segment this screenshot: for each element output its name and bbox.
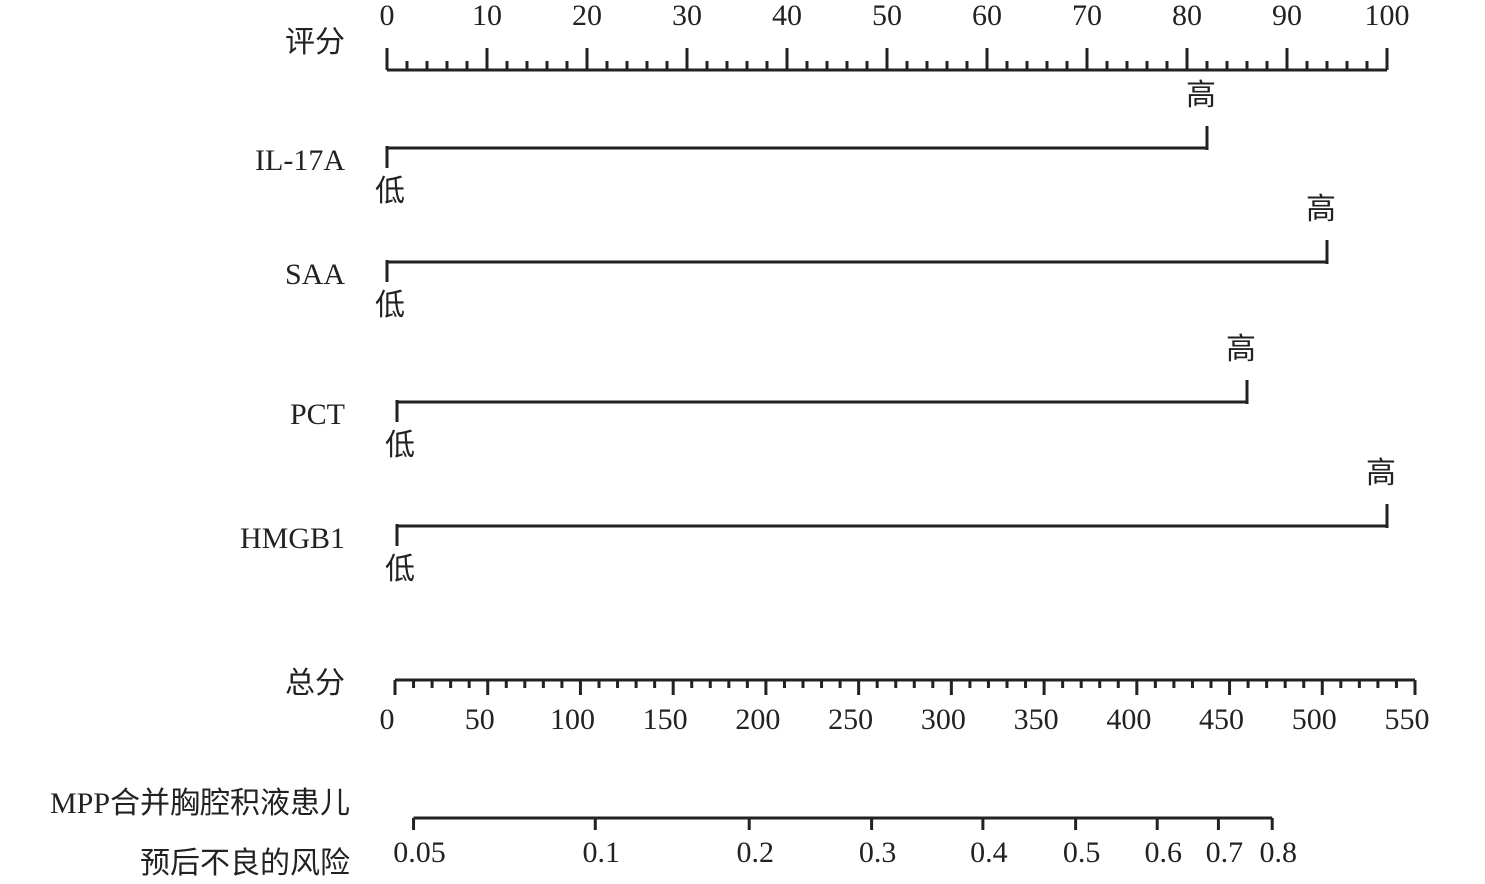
- tick-label: 0.7: [1206, 836, 1244, 869]
- tick-label: 0: [380, 703, 395, 736]
- tick-label: 450: [1199, 703, 1244, 736]
- tick-label: 0.3: [859, 836, 897, 869]
- low-label: 低: [385, 553, 415, 586]
- high-label: 高: [1226, 333, 1256, 366]
- tick-label: 70: [1072, 0, 1102, 32]
- total-label: 总分: [285, 667, 345, 700]
- tick-label: 100: [1365, 0, 1410, 32]
- risk-label: 预后不良的风险: [140, 847, 350, 880]
- tick-label: 90: [1272, 0, 1302, 32]
- tick-label: 0.2: [736, 836, 774, 869]
- tick-label: 100: [550, 703, 595, 736]
- tick-label: 350: [1014, 703, 1059, 736]
- tick-label: 0.1: [583, 836, 621, 869]
- low-label: 低: [375, 175, 405, 208]
- tick-label: 60: [972, 0, 1002, 32]
- tick-label: 50: [872, 0, 902, 32]
- tick-label: 0.8: [1259, 836, 1297, 869]
- tick-label: 0: [380, 0, 395, 32]
- high-label: 高: [1186, 79, 1216, 112]
- tick-label: 550: [1385, 703, 1430, 736]
- tick-label: 40: [772, 0, 802, 32]
- tick-label: 0.05: [393, 836, 446, 869]
- tick-label: 400: [1106, 703, 1151, 736]
- predictor-label: PCT: [290, 398, 345, 431]
- tick-label: 80: [1172, 0, 1202, 32]
- tick-label: 250: [828, 703, 873, 736]
- high-label: 高: [1306, 193, 1336, 226]
- predictor-label: IL-17A: [255, 144, 345, 177]
- low-label: 低: [385, 429, 415, 462]
- tick-label: 0.4: [970, 836, 1008, 869]
- tick-label: 0.5: [1063, 836, 1101, 869]
- predictor-label: HMGB1: [240, 522, 345, 555]
- tick-label: 20: [572, 0, 602, 32]
- tick-label: 300: [921, 703, 966, 736]
- points-label: 评分: [285, 26, 345, 59]
- tick-label: 500: [1292, 703, 1337, 736]
- tick-label: 150: [643, 703, 688, 736]
- tick-label: 10: [472, 0, 502, 32]
- low-label: 低: [375, 289, 405, 322]
- tick-label: 0.6: [1144, 836, 1182, 869]
- tick-label: 30: [672, 0, 702, 32]
- tick-label: 50: [465, 703, 495, 736]
- tick-label: 200: [735, 703, 780, 736]
- predictor-label: SAA: [285, 258, 345, 291]
- risk-label: MPP合并胸腔积液患儿: [50, 787, 350, 820]
- high-label: 高: [1366, 457, 1396, 490]
